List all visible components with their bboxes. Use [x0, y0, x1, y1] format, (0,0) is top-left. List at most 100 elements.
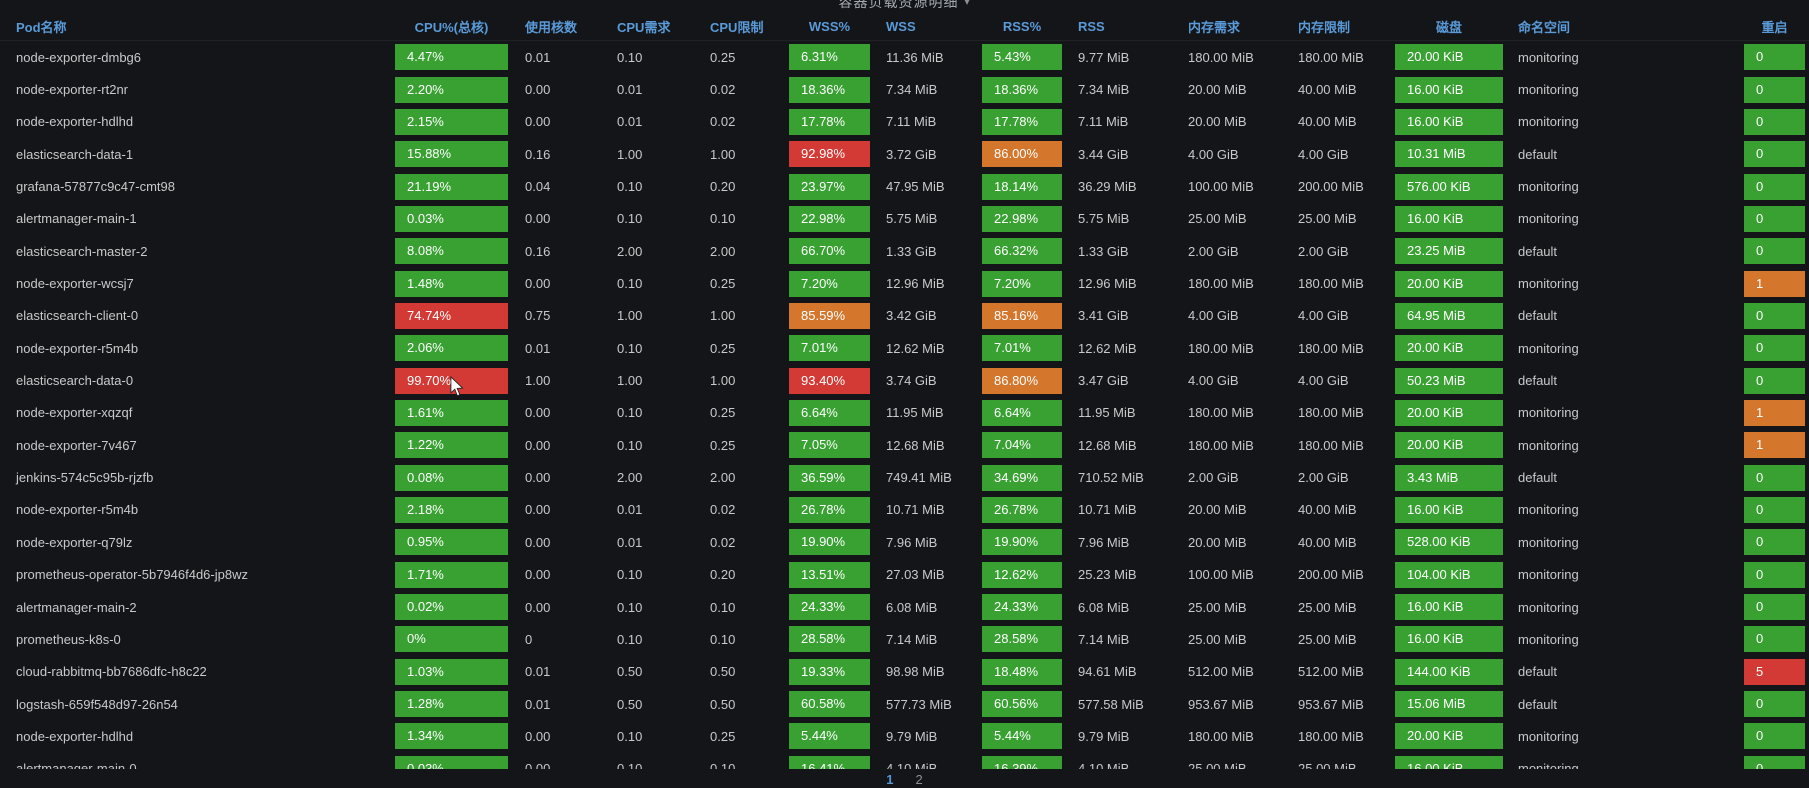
table-row: node-exporter-r5m4b 2.06% 0.01 0.10 0.25 7.01… — [0, 332, 1809, 364]
disk-usage-bar: 528.00 KiB — [1395, 529, 1503, 556]
restarts-bar: 0 — [1744, 464, 1805, 491]
panel-title[interactable]: 容器负载资源明细 ▾ — [0, 0, 1809, 12]
cpu-request-cell: 0.10 — [617, 437, 643, 453]
cpu-request-cell: 0.10 — [617, 179, 643, 195]
rss-percent-bar-cell: 5.44% — [982, 723, 1078, 750]
cpu-percent-bar: 4.47% — [395, 44, 508, 71]
column-header-rss[interactable]: RSS — [1078, 18, 1105, 34]
disk-usage-bar-cell: 16.00 KiB — [1395, 205, 1518, 232]
restarts-bar-cell: 0 — [1744, 723, 1809, 750]
cpu-limit-cell: 0.25 — [710, 49, 736, 65]
wss-percent-bar: 22.98% — [789, 205, 870, 232]
restarts-bar-cell: 0 — [1744, 561, 1809, 588]
wss-percent-bar: 5.44% — [789, 723, 870, 750]
wss-percent-bar-cell: 7.05% — [789, 432, 886, 459]
column-header-wss_pct[interactable]: WSS% — [789, 19, 886, 34]
cores-used-cell: 0.04 — [525, 179, 551, 195]
namespace-cell: monitoring — [1518, 276, 1579, 292]
wss-value-cell: 10.71 MiB — [886, 502, 945, 518]
rss-percent-bar: 7.20% — [982, 270, 1062, 297]
cpu-percent-bar: 1.61% — [395, 399, 508, 426]
pod-name-cell: node-exporter-wcsj7 — [16, 276, 134, 292]
disk-usage-bar-cell: 16.00 KiB — [1395, 108, 1518, 135]
cpu-request-cell: 0.01 — [617, 114, 643, 130]
table-row: node-exporter-hdlhd 1.34% 0.00 0.10 0.25 5.44… — [0, 720, 1809, 752]
disk-usage-bar: 23.25 MiB — [1395, 238, 1503, 265]
disk-usage-bar: 16.00 KiB — [1395, 626, 1503, 653]
rss-percent-bar: 86.80% — [982, 367, 1062, 394]
namespace-cell: monitoring — [1518, 502, 1579, 518]
wss-value-cell: 47.95 MiB — [886, 179, 945, 195]
wss-value-cell: 11.36 MiB — [886, 49, 944, 65]
column-header-label: 磁盘 — [1435, 19, 1462, 35]
cpu-limit-cell: 0.02 — [710, 502, 736, 518]
rss-percent-bar-cell: 17.78% — [982, 108, 1078, 135]
page-button-1[interactable]: 1 — [886, 772, 894, 787]
column-header-pod[interactable]: Pod名称 — [16, 19, 67, 35]
cores-used-cell: 0.01 — [525, 340, 551, 356]
rss-percent-bar: 7.01% — [982, 335, 1062, 362]
namespace-cell: monitoring — [1518, 728, 1579, 744]
cpu-limit-cell: 1.00 — [710, 373, 736, 389]
restarts-bar: 0 — [1744, 723, 1805, 750]
rss-percent-bar-cell: 19.90% — [982, 529, 1078, 556]
pod-name-cell: prometheus-k8s-0 — [16, 631, 121, 647]
rss-percent-bar-cell: 12.62% — [982, 561, 1078, 588]
disk-usage-bar: 20.00 KiB — [1395, 335, 1503, 362]
cpu-request-cell: 1.00 — [617, 373, 643, 389]
memory-limit-cell: 40.00 MiB — [1298, 82, 1357, 98]
namespace-cell: default — [1518, 308, 1558, 324]
table-row: logstash-659f548d97-26n54 1.28% 0.01 0.50 0.… — [0, 688, 1809, 720]
table-row: cloud-rabbitmq-bb7686dfc-h8c22 1.03% 0.01 0… — [0, 656, 1809, 688]
memory-request-cell: 20.00 MiB — [1188, 114, 1247, 130]
page-button-2[interactable]: 2 — [915, 772, 923, 787]
column-header-rss_pct[interactable]: RSS% — [982, 19, 1078, 34]
panel-title-text: 容器负载资源明细 — [838, 0, 959, 10]
table-row: node-exporter-wcsj7 1.48% 0.00 0.10 0.25 7.20… — [0, 267, 1809, 299]
restarts-bar-cell: 0 — [1744, 594, 1809, 621]
rss-value-cell: 3.44 GiB — [1078, 146, 1129, 162]
column-header-cpu_pct[interactable]: CPU%(总核) — [395, 17, 525, 36]
restarts-bar-cell: 0 — [1744, 173, 1809, 200]
column-header-cpu_lim[interactable]: CPU限制 — [710, 19, 764, 35]
memory-limit-cell: 180.00 MiB — [1298, 728, 1364, 744]
column-header-restarts[interactable]: 重启 — [1744, 17, 1809, 36]
table-row: node-exporter-dmbg6 4.47% 0.01 0.10 0.25 6.31… — [0, 41, 1809, 73]
wss-percent-bar-cell: 24.33% — [789, 594, 886, 621]
rss-value-cell: 6.08 MiB — [1078, 599, 1130, 615]
cores-used-cell: 0.00 — [525, 470, 551, 486]
disk-usage-bar: 16.00 KiB — [1395, 205, 1503, 232]
rss-value-cell: 3.41 GiB — [1078, 308, 1129, 324]
restarts-bar-cell: 0 — [1744, 496, 1809, 523]
rss-percent-bar: 6.64% — [982, 399, 1062, 426]
disk-usage-bar-cell: 20.00 KiB — [1395, 399, 1518, 426]
cpu-limit-cell: 0.02 — [710, 534, 736, 550]
cpu-percent-bar-cell: 1.03% — [395, 658, 525, 685]
table-row: elasticsearch-data-0 99.70% 1.00 1.00 1.00 93… — [0, 364, 1809, 396]
column-header-cores[interactable]: 使用核数 — [525, 19, 578, 35]
rss-value-cell: 7.34 MiB — [1078, 82, 1130, 98]
column-header-mem_req[interactable]: 内存需求 — [1188, 19, 1241, 35]
cpu-request-cell: 2.00 — [617, 243, 643, 259]
cpu-percent-bar-cell: 8.08% — [395, 238, 525, 265]
wss-percent-bar-cell: 36.59% — [789, 464, 886, 491]
cores-used-cell: 0.00 — [525, 502, 551, 518]
column-header-disk[interactable]: 磁盘 — [1395, 17, 1518, 36]
column-header-mem_lim[interactable]: 内存限制 — [1298, 19, 1351, 35]
disk-usage-bar: 104.00 KiB — [1395, 561, 1503, 588]
cpu-percent-bar: 2.15% — [395, 108, 508, 135]
wss-percent-bar-cell: 17.78% — [789, 108, 886, 135]
column-header-wss[interactable]: WSS — [886, 18, 916, 34]
wss-percent-bar-cell: 22.98% — [789, 205, 886, 232]
cpu-request-cell: 0.50 — [617, 696, 643, 712]
restarts-bar: 0 — [1744, 594, 1805, 621]
namespace-cell: default — [1518, 146, 1558, 162]
cpu-request-cell: 0.10 — [617, 276, 643, 292]
column-header-namespace[interactable]: 命名空间 — [1518, 19, 1571, 35]
column-header-cpu_req[interactable]: CPU需求 — [617, 19, 671, 35]
restarts-bar-cell: 1 — [1744, 432, 1809, 459]
wss-value-cell: 3.72 GiB — [886, 146, 937, 162]
wss-value-cell: 1.33 GiB — [886, 243, 937, 259]
wss-percent-bar-cell: 13.51% — [789, 561, 886, 588]
disk-usage-bar: 576.00 KiB — [1395, 173, 1503, 200]
